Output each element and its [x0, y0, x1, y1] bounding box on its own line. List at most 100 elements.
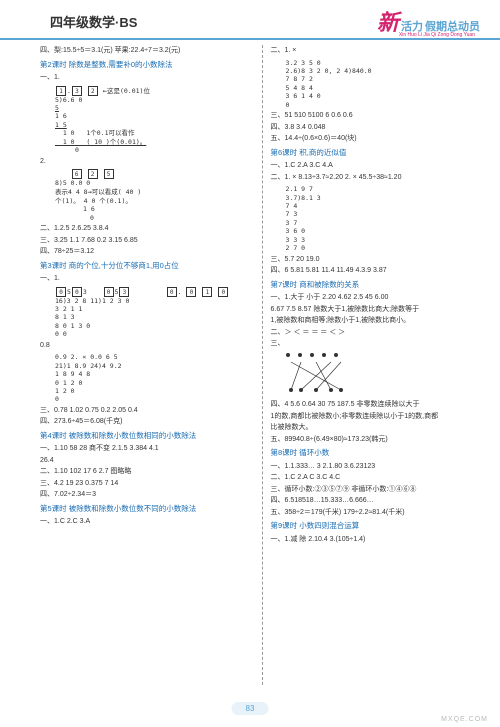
calc-line: 3.7)8.1 3: [286, 194, 486, 202]
text-line: 五、14.4÷(0.6×0.6)＝40(块): [271, 134, 486, 145]
section-title: 第4课时 被除数和除数小数位数相同的小数除法: [40, 431, 254, 442]
calc-line: 2 7 0: [286, 244, 486, 252]
calc-line: 0 1 2 0: [55, 379, 254, 387]
calc-line: 1 6: [55, 112, 254, 120]
cross-diagram: [286, 360, 356, 395]
calculation: 0.9 2. × 0.0 6 5 21)1 8.9 24)4 9.2 1 8 9…: [55, 353, 254, 404]
calc-line: 1 0 1个0.1可以看作: [55, 129, 254, 137]
right-column: 二、1. × 3.2 3 5 0 2.6)8 3 2 0, 2 4)840.0 …: [263, 45, 486, 685]
text-line: 三、5.7 20 19.0: [271, 255, 486, 266]
section-title: 第6课时 积,商的近似值: [271, 148, 486, 159]
text-line: 6.67 7.5 8.57 除数大于1,被除数比商大;除数等于: [271, 305, 486, 316]
dot-row: [286, 353, 486, 357]
text-line: 二、1. × 8.13÷3.7≈2.20 2. × 45.5÷38≈1.20: [271, 173, 486, 184]
calc-line: 5 4 8 4: [286, 84, 486, 92]
calc-line: 5)6.6 0: [55, 96, 254, 104]
brand-char: 新: [377, 5, 399, 37]
text-line: 三、: [271, 339, 486, 350]
text-line: 三、0.78 1.02 0.75 0.2 2.05 0.4: [40, 406, 254, 417]
text-line: 四、78÷25＝3.12: [40, 247, 254, 258]
calc-line: 2.1 9 7: [286, 185, 486, 193]
page-number: 83: [232, 702, 269, 715]
calc-line: 0503 053 0. 0 1 0: [55, 287, 254, 297]
text-line: 一、1.: [40, 73, 254, 84]
left-column: 四、梨:15.5÷5＝3.1(元) 苹果:22.4÷7＝3.2(元) 第2课时 …: [40, 45, 263, 685]
watermark: MXQE.COM: [441, 716, 488, 723]
calc-line: 8 1 3: [55, 313, 254, 321]
calc-line: 0.9 2. × 0.0 6 5: [55, 353, 254, 361]
calc-line: 7 3: [286, 210, 486, 218]
text-line: 四、6.518518…15.333…6.666…: [271, 496, 486, 507]
calc-line: 5: [55, 104, 254, 112]
text-line: 一、1.1.333… 3 2.1.80 3.6.23123: [271, 462, 486, 473]
calc-line: 3 6 0: [286, 227, 486, 235]
calculation: 2.1 9 7 3.7)8.1 3 7 4 7 3 3 7 3 6 0 3 3 …: [286, 185, 486, 253]
calc-line: 3 2 1 1: [55, 305, 254, 313]
text-line: 四、4 5.6 0.64 30 75 187.5 非零数连续除以大于: [271, 400, 486, 411]
text-line: 比被除数大。: [271, 423, 486, 434]
calc-line: 1 6: [83, 205, 254, 213]
calc-line: 个(1)。 4 0 个(0.1)。: [55, 197, 254, 205]
text-line: 四、6 5.81 5.81 11.4 11.49 4.3.9 3.87: [271, 266, 486, 277]
text-line: 一、1.: [40, 274, 254, 285]
text-line: 二、1.2.5 2.6.25 3.8.4: [40, 224, 254, 235]
calc-line: 0: [55, 395, 254, 403]
text-line: 三、4.2 19 23 0.375 7 14: [40, 479, 254, 490]
section-title: 第7课时 商和被除数的关系: [271, 280, 486, 291]
calc-line: 3 3 3: [286, 236, 486, 244]
text-line: 四、273.6÷45＝6.08(千克): [40, 417, 254, 428]
text-line: 三、51 510 5100 6 0.6 0.6: [271, 111, 486, 122]
calc-line: 0: [286, 101, 486, 109]
calc-line: 6 2 5: [55, 169, 254, 179]
calc-line: 16)3 2 8 11)1 2 3 0: [55, 297, 254, 305]
calc-line: 2.6)8 3 2 0, 2 4)840.0: [286, 67, 486, 75]
calc-line: 1 8 9 4 8: [55, 370, 254, 378]
text-line: 一、1.C 2.A 3.C 4.A: [271, 161, 486, 172]
brand-pinyin: Xin Huo Li Jia Qi Zong Dong Yuan: [399, 32, 475, 38]
calc-line: 8 0 1 3 0: [55, 322, 254, 330]
text-line: 一、1.10 58 28 商不变 2.1.5 3.384 4.1: [40, 444, 254, 455]
calc-line: 0 0: [55, 330, 254, 338]
calculation: 0503 053 0. 0 1 0 16)3 2 8 11)1 2 3 0 3 …: [55, 287, 254, 339]
calc-line: 7 4: [286, 202, 486, 210]
section-title: 第5课时 被除数和除数小数位数不同的小数除法: [40, 504, 254, 515]
text-line: 一、1.C 2.C 3.A: [40, 517, 254, 528]
text-line: 四、3.8 3.4 0.048: [271, 123, 486, 134]
text-line: 26.4: [40, 456, 254, 467]
calc-line: 3.2 3 5 0: [286, 59, 486, 67]
calculation: 3.2 3 5 0 2.6)8 3 2 0, 2 4)840.0 7 8 7 2…: [286, 59, 486, 110]
calculation: 6 2 5 8)5 0.0 0 表示4 4 8→可以看成( 40 ) 个(1)。…: [55, 169, 254, 222]
text-line: 1的数,商都比被除数小;非零数连续除以小于1的数,商都: [271, 412, 486, 423]
book-title: 四年级数学·BS: [50, 12, 137, 31]
text-line: 1,被除数和商相等;除数小于1,被除数比商小。: [271, 316, 486, 327]
text-line: 二、1.C 2.A C 3.C 4.C: [271, 473, 486, 484]
text-line: 五、358÷2＝179(千米) 179÷2.2≈81.4(千米): [271, 508, 486, 519]
text-line: 0.8: [40, 341, 254, 352]
section-title: 第2课时 除数是整数,需要补0的小数除法: [40, 60, 254, 71]
calc-line: 0: [90, 214, 254, 222]
text-line: 五、89940.8÷(6.49×80)≈173.23(韩元): [271, 435, 486, 446]
text-line: 二、＞ ＜ ＝ ＝ ＝ ＜ ＞: [271, 328, 486, 339]
calc-line: 8)5 0.0 0: [55, 179, 254, 187]
calc-line: 表示4 4 8→可以看成( 40 ): [55, 188, 254, 197]
content-area: 四、梨:15.5÷5＝3.1(元) 苹果:22.4÷7＝3.2(元) 第2课时 …: [0, 40, 500, 690]
text-line: 一、1.大于 小于 2.20 4.62 2.5 45 6.00: [271, 293, 486, 304]
calc-line: 3 6 1 4 0: [286, 92, 486, 100]
section-title: 第3课时 商的个位,十分位不够商1,用0占位: [40, 261, 254, 272]
calc-line: 7 8 7 2: [286, 75, 486, 83]
calculation: 1.3 2 ←这是(0.01)位 5)6.6 0 5 1 6 1 5 1 0 1…: [55, 86, 254, 155]
section-title: 第9课时 小数四则混合运算: [271, 521, 486, 532]
calc-line: 1 2 0: [55, 387, 254, 395]
calc-line: 3 7: [286, 219, 486, 227]
text-line: 二、1. ×: [271, 46, 486, 57]
calc-line: 0: [75, 146, 254, 154]
text-line: 三、3.25 1.1 7.68 0.2 3.15 6.85: [40, 236, 254, 247]
text-line: 三、循环小数:②③⑤⑦⑨ 非循环小数:①④⑥⑧: [271, 485, 486, 496]
text-line: 2.: [40, 157, 254, 168]
text-line: 二、1.10 102 17 6 2.7 图略略: [40, 467, 254, 478]
text-line: 一、1.减 除 2.10.4 3.(105÷1.4): [271, 535, 486, 546]
calc-line: 1.3 2 ←这是(0.01)位: [55, 86, 254, 96]
calc-line: 1 0 ( 10 )个(0.01)。: [55, 138, 254, 146]
section-title: 第8课时 循环小数: [271, 448, 486, 459]
calc-line: 21)1 8.9 24)4 9.2: [55, 362, 254, 370]
